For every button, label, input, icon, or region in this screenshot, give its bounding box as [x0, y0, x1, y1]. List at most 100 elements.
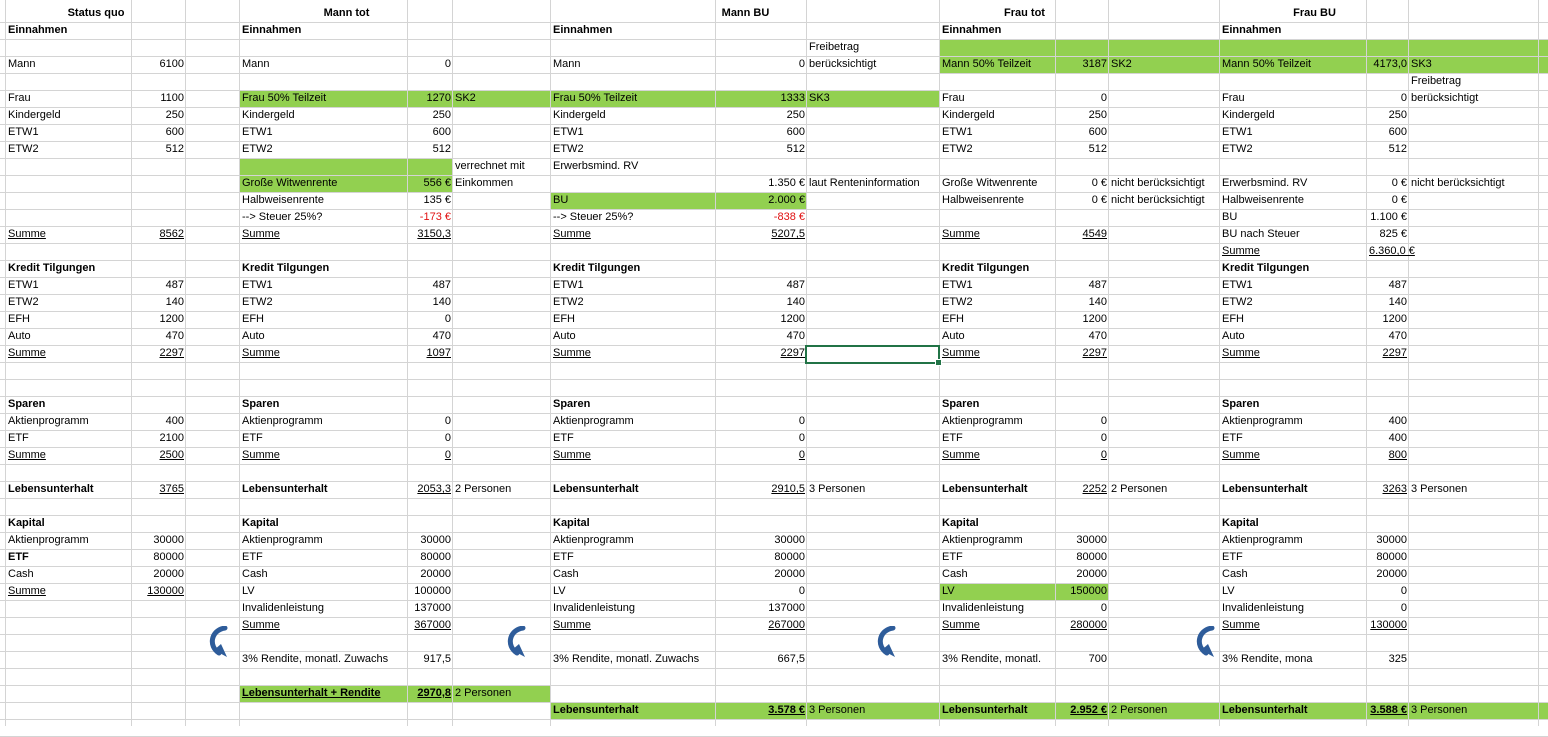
cell-J35[interactable]: LV	[942, 585, 955, 597]
cell-E20[interactable]: 470	[432, 330, 451, 342]
cell-F11[interactable]: Einkommen	[455, 177, 514, 189]
cell-G31[interactable]: Kapital	[553, 517, 590, 529]
cell-G35[interactable]: LV	[553, 585, 566, 597]
cell-N33[interactable]: 80000	[1376, 551, 1407, 563]
cell-H8[interactable]: 600	[786, 126, 805, 138]
header-mann-bu[interactable]: Mann BU	[721, 7, 770, 19]
cell-B27[interactable]: 2500	[159, 449, 184, 461]
cell-M20[interactable]: Auto	[1222, 330, 1245, 342]
cell-A25[interactable]: Aktienprogramm	[8, 415, 89, 427]
cell-A16[interactable]: Kredit Tilgungen	[8, 262, 96, 274]
cell-J34[interactable]: Cash	[942, 568, 968, 580]
cell-H26[interactable]: 0	[798, 432, 805, 444]
cell-M27[interactable]: Summe	[1222, 449, 1260, 461]
cell-D14[interactable]: Summe	[242, 228, 280, 240]
cell-N8[interactable]: 600	[1388, 126, 1407, 138]
cell-N18[interactable]: 140	[1388, 296, 1407, 308]
cell-N19[interactable]: 1200	[1382, 313, 1407, 325]
cell-D25[interactable]: Aktienprogramm	[242, 415, 323, 427]
cell-L12[interactable]: nicht berücksichtigt	[1111, 194, 1205, 206]
cell-A17[interactable]: ETW1	[8, 279, 39, 291]
cell-D41[interactable]: Lebensunterhalt + Rendite	[242, 687, 381, 699]
cell-M16[interactable]: Kredit Tilgungen	[1222, 262, 1310, 274]
cell-G8[interactable]: ETW1	[553, 126, 584, 138]
cell-A31[interactable]: Kapital	[8, 517, 45, 529]
cell-N36[interactable]: 0	[1400, 602, 1407, 614]
cell-M26[interactable]: ETF	[1222, 432, 1243, 444]
cell-M8[interactable]: ETW1	[1222, 126, 1253, 138]
cell-A27[interactable]: Summe	[8, 449, 46, 461]
cell-D19[interactable]: EFH	[242, 313, 264, 325]
cell-J31[interactable]: Kapital	[942, 517, 979, 529]
cell-K36[interactable]: 0	[1100, 602, 1107, 614]
cell-E8[interactable]: 600	[432, 126, 451, 138]
cell-J17[interactable]: ETW1	[942, 279, 973, 291]
cell-N9[interactable]: 512	[1388, 143, 1407, 155]
cell-M4[interactable]: Mann 50% Teilzeit	[1222, 58, 1312, 70]
cell-H39[interactable]: 667,5	[777, 653, 805, 665]
cell-N14[interactable]: 825 €	[1379, 228, 1407, 240]
cell-M29[interactable]: Lebensunterhalt	[1222, 483, 1308, 495]
cell-D29[interactable]: Lebensunterhalt	[242, 483, 328, 495]
cell-D21[interactable]: Summe	[242, 347, 280, 359]
cell-H9[interactable]: 512	[786, 143, 805, 155]
cell-J25[interactable]: Aktienprogramm	[942, 415, 1023, 427]
cell-G14[interactable]: Summe	[553, 228, 591, 240]
cell-H7[interactable]: 250	[786, 109, 805, 121]
cell-E21[interactable]: 1097	[426, 347, 451, 359]
cell-J33[interactable]: ETF	[942, 551, 963, 563]
cell-D12[interactable]: Halbweisenrente	[242, 194, 324, 206]
cell-B6[interactable]: 1100	[160, 92, 184, 104]
cell-E33[interactable]: 80000	[420, 551, 451, 563]
cell-H17[interactable]: 487	[786, 279, 805, 291]
cell-M33[interactable]: ETF	[1222, 551, 1243, 563]
cell-N39[interactable]: 325	[1388, 653, 1407, 665]
cell-B20[interactable]: 470	[165, 330, 184, 342]
header-status-quo[interactable]: Status quo	[67, 7, 125, 19]
header-frau-tot[interactable]: Frau tot	[1004, 7, 1045, 19]
cell-K32[interactable]: 30000	[1076, 534, 1107, 546]
cell-B29[interactable]: 3765	[159, 483, 184, 495]
cell-G7[interactable]: Kindergeld	[553, 109, 606, 121]
cell-J14[interactable]: Summe	[942, 228, 980, 240]
cell-A21[interactable]: Summe	[8, 347, 46, 359]
cell-E12[interactable]: 135 €	[423, 194, 451, 206]
cell-G27[interactable]: Summe	[553, 449, 591, 461]
cell-K26[interactable]: 0	[1100, 432, 1107, 444]
cell-B18[interactable]: 140	[165, 296, 184, 308]
cell-G16[interactable]: Kredit Tilgungen	[553, 262, 641, 274]
cell-G12[interactable]: BU	[553, 194, 569, 206]
cell-F41[interactable]: 2 Personen	[455, 687, 512, 699]
cell-G21[interactable]: Summe	[553, 347, 591, 359]
cell-I42[interactable]: 3 Personen	[809, 704, 866, 716]
cell-L29[interactable]: 2 Personen	[1111, 483, 1168, 495]
cell-A6[interactable]: Frau	[8, 92, 31, 104]
cell-I11[interactable]: laut Renteninformation	[809, 177, 920, 189]
cell-M32[interactable]: Aktienprogramm	[1222, 534, 1303, 546]
header-frau-bu[interactable]: Frau BU	[1293, 7, 1336, 19]
cell-N7[interactable]: 250	[1388, 109, 1407, 121]
cell-M31[interactable]: Kapital	[1222, 517, 1259, 529]
cell-G34[interactable]: Cash	[553, 568, 579, 580]
cell-J11[interactable]: Große Witwenrente	[942, 177, 1038, 189]
cell-B34[interactable]: 20000	[153, 568, 184, 580]
cell-D26[interactable]: ETF	[242, 432, 263, 444]
cell-L42[interactable]: 2 Personen	[1111, 704, 1168, 716]
cell-J39[interactable]: 3% Rendite, monatl.	[942, 653, 1042, 665]
cell-D32[interactable]: Aktienprogramm	[242, 534, 323, 546]
cell-H6[interactable]: 1333	[780, 92, 805, 104]
cell-J20[interactable]: Auto	[942, 330, 965, 342]
cell-D17[interactable]: ETW1	[242, 279, 273, 291]
cell-E19[interactable]: 0	[444, 313, 451, 325]
cell-H36[interactable]: 137000	[768, 602, 805, 614]
cell-A8[interactable]: ETW1	[8, 126, 39, 138]
cell-D35[interactable]: LV	[242, 585, 255, 597]
cell-N13[interactable]: 1.100 €	[1370, 211, 1407, 223]
cell-D2[interactable]: Einnahmen	[242, 24, 302, 36]
cell-M24[interactable]: Sparen	[1222, 398, 1260, 410]
cell-E34[interactable]: 20000	[420, 568, 451, 580]
cell-E32[interactable]: 30000	[420, 534, 451, 546]
cell-N26[interactable]: 400	[1388, 432, 1407, 444]
cell-D18[interactable]: ETW2	[242, 296, 273, 308]
cell-M17[interactable]: ETW1	[1222, 279, 1253, 291]
